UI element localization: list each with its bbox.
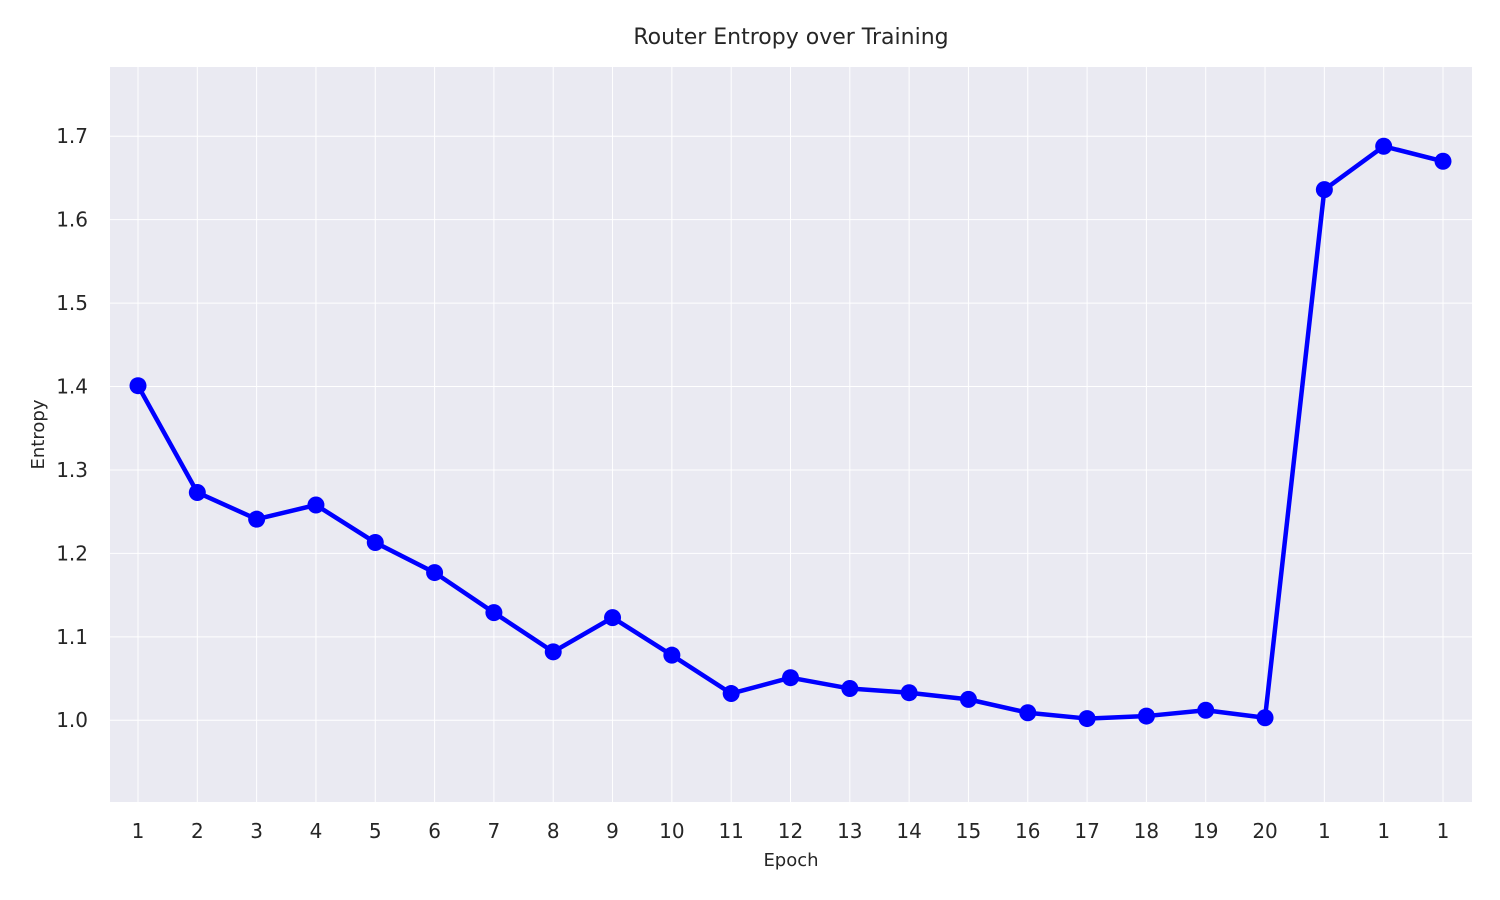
x-tick-label: 18 xyxy=(1134,819,1159,843)
x-tick-label: 1 xyxy=(1318,819,1331,843)
data-point xyxy=(1078,710,1096,728)
x-tick-label: 17 xyxy=(1074,819,1099,843)
data-point xyxy=(604,609,622,627)
data-point xyxy=(426,564,444,582)
x-tick-label: 16 xyxy=(1015,819,1040,843)
data-point xyxy=(1315,181,1333,199)
x-tick-label: 1 xyxy=(132,819,145,843)
data-point xyxy=(1434,152,1452,170)
data-point xyxy=(544,643,562,661)
data-point xyxy=(663,646,681,664)
x-tick-label: 5 xyxy=(369,819,382,843)
x-tick-label: 8 xyxy=(547,819,560,843)
y-tick-label: 1.7 xyxy=(56,124,88,148)
data-point xyxy=(1019,704,1037,722)
y-tick-label: 1.4 xyxy=(56,375,88,399)
x-tick-label: 9 xyxy=(606,819,619,843)
data-point xyxy=(1375,137,1393,155)
x-tick-label: 13 xyxy=(837,819,862,843)
data-point xyxy=(782,669,799,687)
x-tick-label: 12 xyxy=(778,819,803,843)
y-tick-label: 1.6 xyxy=(56,208,88,232)
y-tick-label: 1.5 xyxy=(56,291,88,315)
y-tick-label: 1.2 xyxy=(56,541,88,565)
x-tick-label: 14 xyxy=(896,819,921,843)
x-tick-label: 15 xyxy=(956,819,981,843)
x-tick-label: 7 xyxy=(488,819,501,843)
x-tick-label: 20 xyxy=(1252,819,1277,843)
x-tick-label: 10 xyxy=(659,819,684,843)
data-point xyxy=(188,483,206,501)
data-point xyxy=(307,496,325,514)
data-point xyxy=(248,510,266,528)
x-tick-label: 11 xyxy=(718,819,743,843)
data-point xyxy=(1256,709,1274,727)
y-tick-label: 1.1 xyxy=(56,625,88,649)
series-layer xyxy=(129,137,1452,728)
chart-title: Router Entropy over Training xyxy=(633,25,948,50)
x-axis-label: Epoch xyxy=(763,850,818,871)
data-point xyxy=(722,685,740,703)
data-point xyxy=(900,684,918,702)
data-point xyxy=(959,690,977,708)
y-axis-label: Entropy xyxy=(28,399,49,469)
y-tick-label: 1.0 xyxy=(56,708,88,732)
x-tick-label: 6 xyxy=(428,819,441,843)
y-axis-ticks: 1.0 1.1 1.2 1.3 1.4 1.5 1.6 1.7 xyxy=(56,124,88,732)
data-point xyxy=(1137,707,1155,725)
data-point xyxy=(485,604,503,622)
x-tick-label: 1 xyxy=(1377,819,1390,843)
data-point xyxy=(841,680,859,698)
x-tick-label: 2 xyxy=(191,819,204,843)
y-tick-label: 1.3 xyxy=(56,458,88,482)
x-axis-ticks: 1 2 3 4 5 6 7 8 9 10 11 12 13 14 15 16 17 18 19 20 1 1 1 xyxy=(132,819,1450,843)
x-tick-label: 19 xyxy=(1193,819,1218,843)
x-tick-label: 1 xyxy=(1437,819,1450,843)
data-point xyxy=(1197,701,1215,719)
x-tick-label: 4 xyxy=(310,819,323,843)
x-tick-label: 3 xyxy=(250,819,263,843)
data-point xyxy=(129,377,147,395)
data-point xyxy=(366,534,384,552)
